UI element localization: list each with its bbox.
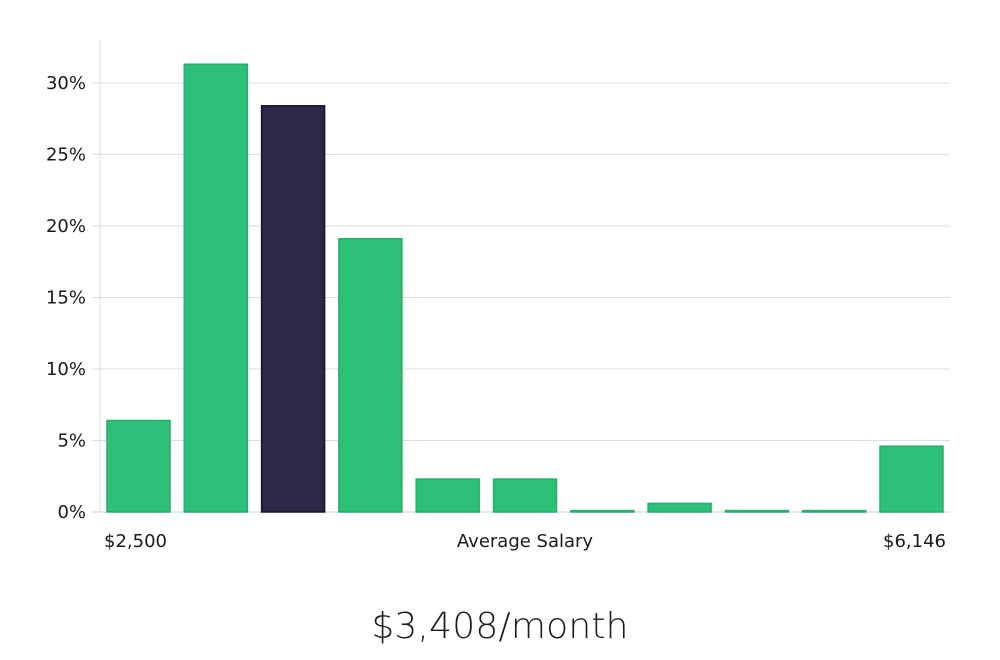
salary-histogram: 0% 5% 10% 15% 20% 25% 30% $2,500 Average Salar…	[46, 40, 950, 552]
y-tick-label: 30%	[46, 73, 86, 94]
average-salary-value: $3,408/month	[371, 606, 629, 647]
x-axis-min-label: $2,500	[104, 531, 167, 552]
histogram-bar	[879, 445, 944, 513]
histogram-bar	[415, 478, 480, 513]
histogram-bar	[647, 502, 712, 513]
histogram-bar	[106, 419, 171, 513]
histogram-bar-highlighted	[260, 105, 326, 513]
y-tick-label: 0%	[57, 502, 86, 523]
y-tick-label: 25%	[46, 144, 86, 165]
y-tick-label: 5%	[57, 430, 86, 451]
histogram-bar	[338, 238, 403, 513]
y-tick-label: 15%	[46, 287, 86, 308]
x-axis-max-label: $6,146	[883, 531, 946, 552]
histogram-bar	[801, 509, 867, 513]
x-axis-title: Average Salary	[457, 531, 594, 552]
histogram-bar	[492, 478, 558, 513]
y-tick-label: 20%	[46, 216, 86, 237]
histogram-bar	[570, 509, 635, 513]
y-axis-ticks: 0% 5% 10% 15% 20% 25% 30%	[46, 73, 86, 523]
y-tick-label: 10%	[46, 359, 86, 380]
histogram-bars	[106, 63, 944, 513]
histogram-bar	[183, 63, 249, 513]
histogram-bar	[724, 509, 790, 513]
